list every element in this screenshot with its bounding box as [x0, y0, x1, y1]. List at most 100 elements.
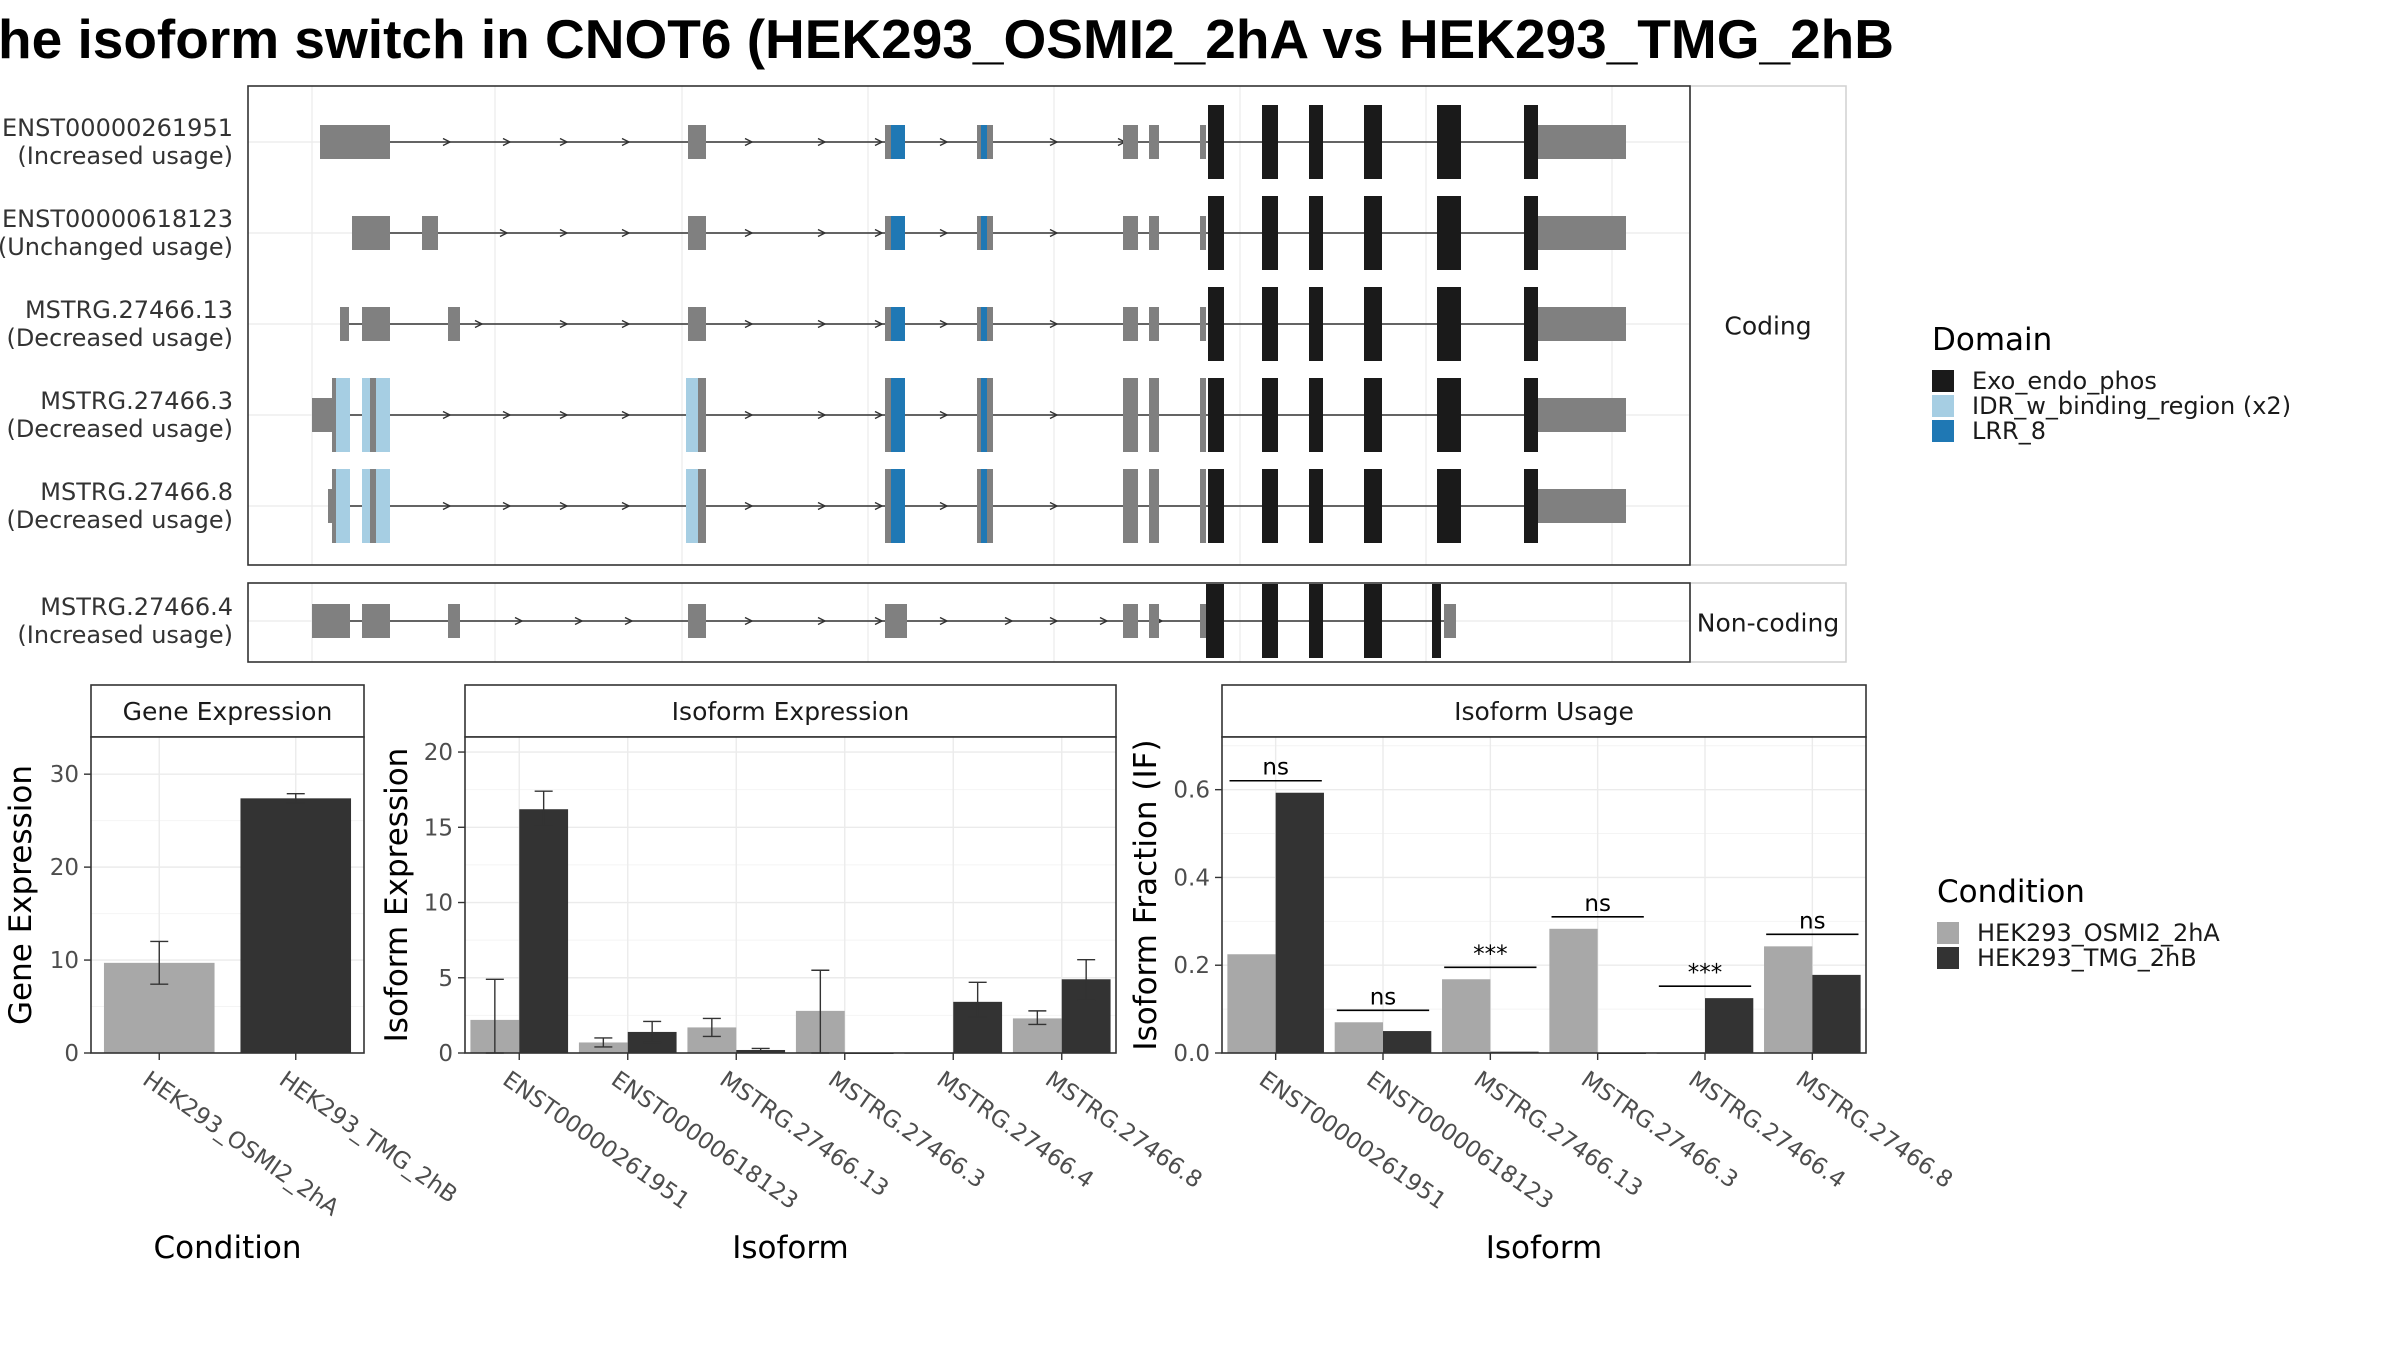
- isoform-usage-label: (Increased usage): [17, 142, 233, 170]
- legend-item-label: LRR_8: [1972, 417, 2046, 445]
- exon: [981, 125, 987, 159]
- domain-exo-endo-phos: [1364, 469, 1382, 543]
- exon: [448, 307, 460, 341]
- strand-arrow: [1049, 137, 1059, 147]
- legend-swatch: [1932, 420, 1954, 442]
- x-axis-title: Condition: [154, 1230, 302, 1266]
- domain-exo-endo-phos: [1208, 469, 1224, 543]
- exon: [885, 125, 891, 159]
- coding-strip-label: Coding: [1724, 312, 1811, 341]
- domain-exo-endo-phos: [1309, 584, 1323, 658]
- domain-exo-endo-phos: [1364, 196, 1382, 270]
- bar: [1549, 928, 1598, 1053]
- panel-strip: [1221, 684, 1867, 738]
- strand-arrow: [744, 137, 754, 147]
- exon: [1123, 469, 1138, 543]
- exon: [981, 216, 987, 250]
- strand-arrow: [621, 137, 631, 147]
- exon-3utr: [1538, 307, 1626, 341]
- strand-arrow: [574, 616, 584, 626]
- exon: [987, 469, 993, 543]
- exon: [320, 125, 390, 159]
- strand-arrow: [939, 319, 949, 329]
- exon: [370, 469, 376, 543]
- exon: [312, 398, 332, 432]
- exon: [688, 604, 706, 638]
- domain-exo-endo-phos: [1432, 584, 1441, 658]
- exon: [376, 469, 390, 543]
- y-tick-label: 20: [50, 855, 79, 881]
- legend-swatch: [1932, 370, 1954, 392]
- isoform-label: MSTRG.27466.4: [40, 593, 233, 621]
- x-axis-title: Isoform: [732, 1230, 849, 1266]
- domain-exo-endo-phos: [1364, 287, 1382, 361]
- strand-arrow: [744, 501, 754, 511]
- strand-arrow: [442, 501, 452, 511]
- strand-arrow: [1049, 616, 1059, 626]
- noncoding-strip-label: Non-coding: [1697, 609, 1839, 638]
- domain-exo-endo-phos: [1262, 469, 1278, 543]
- isoform-label: ENST00000618123: [2, 205, 233, 233]
- exon: [1149, 216, 1159, 250]
- exon: [688, 216, 706, 250]
- domain-exo-endo-phos: [1309, 287, 1323, 361]
- significance-label: ns: [1584, 891, 1611, 917]
- exon-3utr: [1538, 125, 1626, 159]
- strand-arrow: [1049, 501, 1059, 511]
- strand-arrow: [559, 319, 569, 329]
- strand-arrow: [621, 319, 631, 329]
- legend-item-label: HEK293_OSMI2_2hA: [1977, 919, 2220, 947]
- exon: [362, 604, 390, 638]
- bar: [1334, 1022, 1383, 1053]
- significance-label: ns: [1370, 984, 1397, 1010]
- exon-3utr: [1538, 489, 1626, 523]
- domain-exo-endo-phos: [1206, 584, 1224, 658]
- exon: [422, 216, 438, 250]
- domain-exo-endo-phos: [1437, 469, 1461, 543]
- exon: [340, 307, 349, 341]
- exon: [1123, 378, 1138, 452]
- panel-strip-label: Isoform Usage: [1454, 697, 1634, 726]
- legend-item-label: Exo_endo_phos: [1972, 367, 2157, 395]
- isoform-usage-label: (Decreased usage): [6, 324, 233, 352]
- y-tick-label: 20: [424, 740, 453, 766]
- strand-arrow: [502, 501, 512, 511]
- noncoding-strip: [1689, 582, 1847, 663]
- domain-exo-endo-phos: [1262, 196, 1278, 270]
- domain-exo-endo-phos: [1309, 105, 1323, 179]
- strand-arrow: [744, 319, 754, 329]
- bar: [1383, 1031, 1432, 1053]
- transcript-structure-panel: CodingNon-codingENST00000261951(Increase…: [0, 85, 1847, 663]
- panel-strip-label: Isoform Expression: [672, 697, 910, 726]
- exon: [336, 378, 350, 452]
- strand-arrow: [939, 228, 949, 238]
- strand-arrow: [874, 228, 884, 238]
- strand-arrow: [514, 616, 524, 626]
- exon: [352, 216, 390, 250]
- bar: [1275, 792, 1324, 1053]
- significance-label: ns: [1262, 755, 1289, 781]
- strand-arrow: [874, 410, 884, 420]
- strand-arrow: [559, 137, 569, 147]
- strand-arrow: [817, 410, 827, 420]
- isoform-expression-panel: Isoform Expression ENST00000261951ENST000…: [379, 684, 1207, 1266]
- exon: [987, 125, 993, 159]
- domain-exo-endo-phos: [1208, 105, 1224, 179]
- y-axis-title: Isoform Fraction (IF): [1128, 739, 1164, 1050]
- panel-strip-label: Gene Expression: [123, 697, 333, 726]
- legend-swatch: [1932, 395, 1954, 417]
- y-tick-label: 15: [424, 815, 453, 841]
- isoform-label: MSTRG.27466.8: [40, 478, 233, 506]
- strand-arrow: [874, 616, 884, 626]
- panel-border: [1221, 736, 1867, 1054]
- bar: [1227, 954, 1276, 1053]
- strand-arrow: [939, 410, 949, 420]
- y-tick-label: 5: [438, 966, 453, 992]
- strand-arrow: [502, 410, 512, 420]
- y-tick-label: 0.4: [1173, 865, 1210, 891]
- strand-arrow: [442, 137, 452, 147]
- exon: [1149, 469, 1159, 543]
- domain-exo-endo-phos: [1437, 105, 1461, 179]
- strand-arrow: [621, 501, 631, 511]
- strand-arrow: [874, 501, 884, 511]
